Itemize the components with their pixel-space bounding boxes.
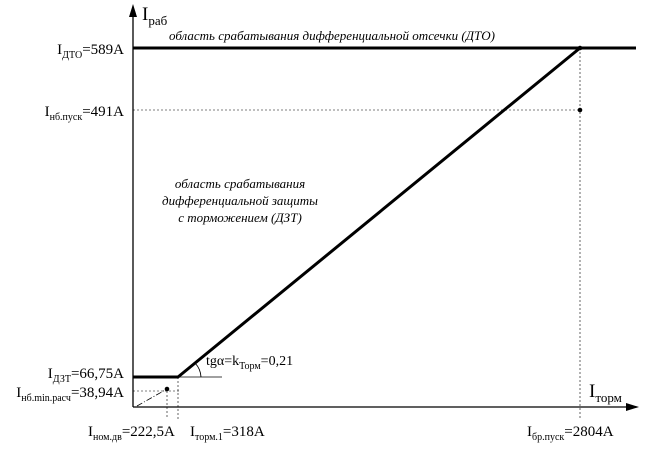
label-i-dto: IДТО=589A <box>57 42 124 61</box>
dzt-characteristic-line <box>133 46 581 379</box>
point-nb-min <box>164 386 170 392</box>
dto-region-note: область срабатывания дифференциальной от… <box>169 28 495 43</box>
x-axis-label: Iторм <box>589 381 622 405</box>
label-i-nom: Iном.дв=222,5A <box>88 424 175 443</box>
label-i-br-pusk: Iбр.пуск=2804A <box>527 424 614 443</box>
point-nb-pusk <box>577 107 583 113</box>
label-i-nb-pusk: Iнб.пуск=491A <box>45 104 125 123</box>
y-axis-label: Iраб <box>142 4 168 28</box>
point-dto-corner <box>577 45 583 51</box>
dzt-region-note-line-2: дифференциальной защиты <box>162 193 318 208</box>
slope-label: tgα=kТорм=0,21 <box>206 354 293 372</box>
label-i-dzt: IДЗТ=66,75A <box>48 366 124 385</box>
nb-min-dashdot-line <box>136 388 168 407</box>
x-axis-arrow <box>626 403 639 411</box>
y-axis-arrow <box>129 4 137 17</box>
dzt-region-note-line-3: с торможением (ДЗТ) <box>178 210 302 225</box>
slope-angle-arc <box>194 362 202 378</box>
label-i-nb-min: Iнб.min.расч=38,94A <box>16 385 124 404</box>
dzt-region-note-line-1: область срабатывания <box>175 176 305 191</box>
label-i-torm1: Iторм.1=318A <box>190 424 265 443</box>
